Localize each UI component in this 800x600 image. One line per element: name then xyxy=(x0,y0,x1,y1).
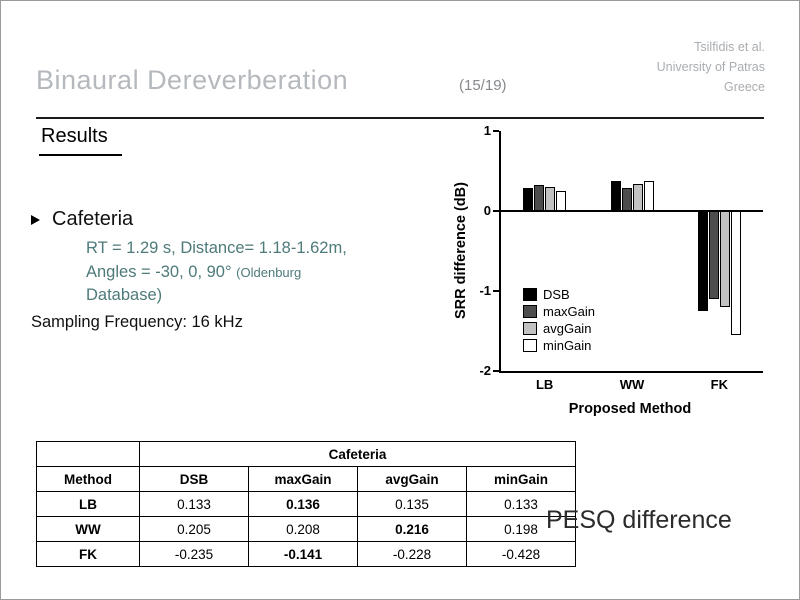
table-cell: 0.216 xyxy=(357,516,467,542)
detail-database-part1: (Oldenburg xyxy=(236,265,302,280)
table-header-row: Method DSB maxGain avgGain minGain xyxy=(36,466,576,492)
bar-maxGain-FK xyxy=(708,211,719,299)
y-tick-label: -2 xyxy=(479,363,491,378)
table-title-row: Cafeteria xyxy=(36,441,576,467)
attribution-block: Tsilfidis et al. University of Patras Gr… xyxy=(657,37,765,97)
x-category-label: LB xyxy=(535,377,554,392)
table-cell: -0.428 xyxy=(466,541,576,567)
table-cell: 0.136 xyxy=(248,491,358,517)
bar-DSB-FK xyxy=(697,211,708,311)
y-tick-mark xyxy=(493,290,499,292)
table-cell: 0.133 xyxy=(466,491,576,517)
bar-minGain-WW xyxy=(643,181,654,211)
y-tick-mark xyxy=(493,210,499,212)
bar-maxGain-LB xyxy=(534,185,545,211)
sampling-frequency-line: Sampling Frequency: 16 kHz xyxy=(31,313,243,331)
table-cell: -0.141 xyxy=(248,541,358,567)
chart-legend: DSB maxGain avgGain minGain xyxy=(523,286,595,354)
attribution-line: Tsilfidis et al. xyxy=(694,40,765,54)
bullet-title: Cafeteria xyxy=(52,208,134,230)
bar-avgGain-WW xyxy=(632,183,643,211)
srr-bar-chart: SRR difference (dB) DSB maxGain avgGain min… xyxy=(441,119,771,409)
legend-label: avgGain xyxy=(543,321,592,336)
x-category-label: FK xyxy=(710,377,728,392)
bar-minGain-FK xyxy=(730,211,741,335)
column-header-minGain: minGain xyxy=(466,466,576,492)
pesq-results-table: Cafeteria Method DSB maxGain avgGain minGain… xyxy=(36,441,576,567)
bullet-cafeteria: Cafeteria xyxy=(31,208,133,231)
table-cell: -0.228 xyxy=(357,541,467,567)
chart-x-axis-label: Proposed Method xyxy=(568,401,692,417)
table-cell: 0.133 xyxy=(139,491,249,517)
bar-minGain-LB xyxy=(556,191,567,211)
slide-title: Binaural Dereverberation xyxy=(36,65,349,95)
y-tick-mark xyxy=(493,370,499,372)
table-cell: 0.135 xyxy=(357,491,467,517)
detail-line-rt: RT = 1.29 s, Distance= 1.18-1.62m, xyxy=(86,239,347,257)
table-cell: 0.205 xyxy=(139,516,249,542)
section-heading: Results xyxy=(39,125,122,156)
x-category-label: WW xyxy=(619,377,645,392)
column-header-maxGain: maxGain xyxy=(248,466,358,492)
bar-avgGain-LB xyxy=(545,187,556,211)
legend-label: DSB xyxy=(543,287,570,302)
y-tick-label: 1 xyxy=(483,123,491,138)
detail-angles-text: Angles = -30, 0, 90° xyxy=(86,263,232,281)
attribution-line: Greece xyxy=(724,80,765,94)
legend-swatch xyxy=(523,305,537,318)
row-header: LB xyxy=(36,491,140,517)
legend-label: minGain xyxy=(543,338,592,353)
legend-item-avgGain: avgGain xyxy=(523,320,595,337)
chart-plot-area: DSB maxGain avgGain minGain 1 0 -1 -2 LB WW FK xyxy=(479,123,763,392)
table-cell: 0.208 xyxy=(248,516,358,542)
bar-avgGain-FK xyxy=(719,211,730,307)
pesq-difference-label: PESQ difference xyxy=(546,506,732,534)
column-header-Method: Method xyxy=(36,466,140,492)
bar-DSB-WW xyxy=(610,181,621,211)
legend-swatch xyxy=(523,322,537,335)
legend-swatch xyxy=(523,339,537,352)
page-indicator: (15/19) xyxy=(459,77,507,94)
table-row-FK: FK -0.235 -0.141 -0.228 -0.428 xyxy=(36,541,576,567)
bar-DSB-LB xyxy=(523,187,534,211)
table-row-WW: WW 0.205 0.208 0.216 0.198 xyxy=(36,516,576,542)
column-header-avgGain: avgGain xyxy=(357,466,467,492)
row-header: FK xyxy=(36,541,140,567)
legend-item-minGain: minGain xyxy=(523,337,595,354)
attribution-line: University of Patras xyxy=(656,60,765,74)
bar-maxGain-WW xyxy=(621,187,632,211)
legend-swatch xyxy=(523,288,537,301)
chart-y-axis-label: SRR difference (dB) xyxy=(453,182,469,320)
y-tick-mark xyxy=(493,130,499,132)
column-header-DSB: DSB xyxy=(139,466,249,492)
legend-item-maxGain: maxGain xyxy=(523,303,595,320)
legend-item-DSB: DSB xyxy=(523,286,595,303)
detail-line-angles: Angles = -30, 0, 90° (Oldenburg xyxy=(86,261,301,285)
y-tick-label: -1 xyxy=(479,283,491,298)
bullet-triangle-icon xyxy=(31,214,40,225)
legend-label: maxGain xyxy=(543,304,596,319)
table-cell: 0.198 xyxy=(466,516,576,542)
table-corner-cell xyxy=(36,441,140,467)
y-tick-label: 0 xyxy=(483,203,491,218)
table-row-LB: LB 0.133 0.136 0.135 0.133 xyxy=(36,491,576,517)
table-cell: -0.235 xyxy=(139,541,249,567)
row-header: WW xyxy=(36,516,140,542)
header-divider xyxy=(36,117,764,119)
table-title: Cafeteria xyxy=(139,441,576,467)
zero-baseline xyxy=(501,210,763,212)
detail-database-part2: Database) xyxy=(86,286,163,304)
